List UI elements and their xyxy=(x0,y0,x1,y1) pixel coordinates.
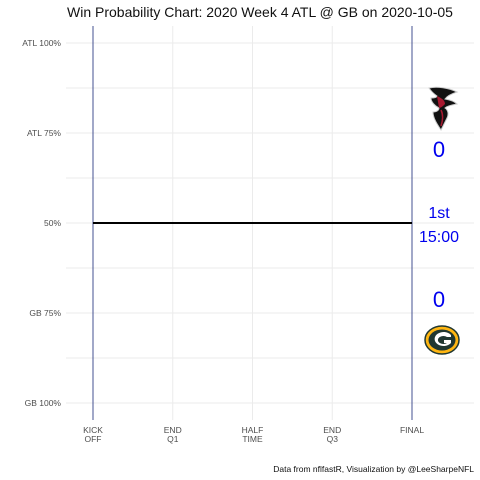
falcons-logo xyxy=(428,86,459,131)
x-tick-label: KICK OFF xyxy=(83,425,103,444)
y-tick-label: GB 100% xyxy=(25,398,62,408)
chart-caption: Data from nflfastR, Visualization by @Le… xyxy=(273,464,474,474)
away-score: 0 xyxy=(433,137,445,162)
packers-logo xyxy=(424,325,460,355)
y-tick-label: ATL 75% xyxy=(27,128,61,138)
x-tick-labels: KICK OFF END Q1 HALF TIME END Q3 FINAL xyxy=(83,425,424,444)
y-tick-label: 50% xyxy=(44,218,61,228)
chart-title: Win Probability Chart: 2020 Week 4 ATL @… xyxy=(67,4,453,20)
x-tick-label: END Q3 xyxy=(323,425,341,444)
y-tick-labels: ATL 100% ATL 75% 50% GB 75% GB 100% xyxy=(22,38,61,408)
home-score: 0 xyxy=(433,287,445,312)
x-tick-label: HALF TIME xyxy=(242,425,264,444)
x-tick-label: END Q1 xyxy=(164,425,182,444)
y-tick-label: GB 75% xyxy=(29,308,61,318)
y-tick-label: ATL 100% xyxy=(22,38,61,48)
game-clock: 15:00 xyxy=(419,229,459,246)
x-tick-label: FINAL xyxy=(400,425,424,435)
quarter-label: 1st xyxy=(428,205,450,222)
